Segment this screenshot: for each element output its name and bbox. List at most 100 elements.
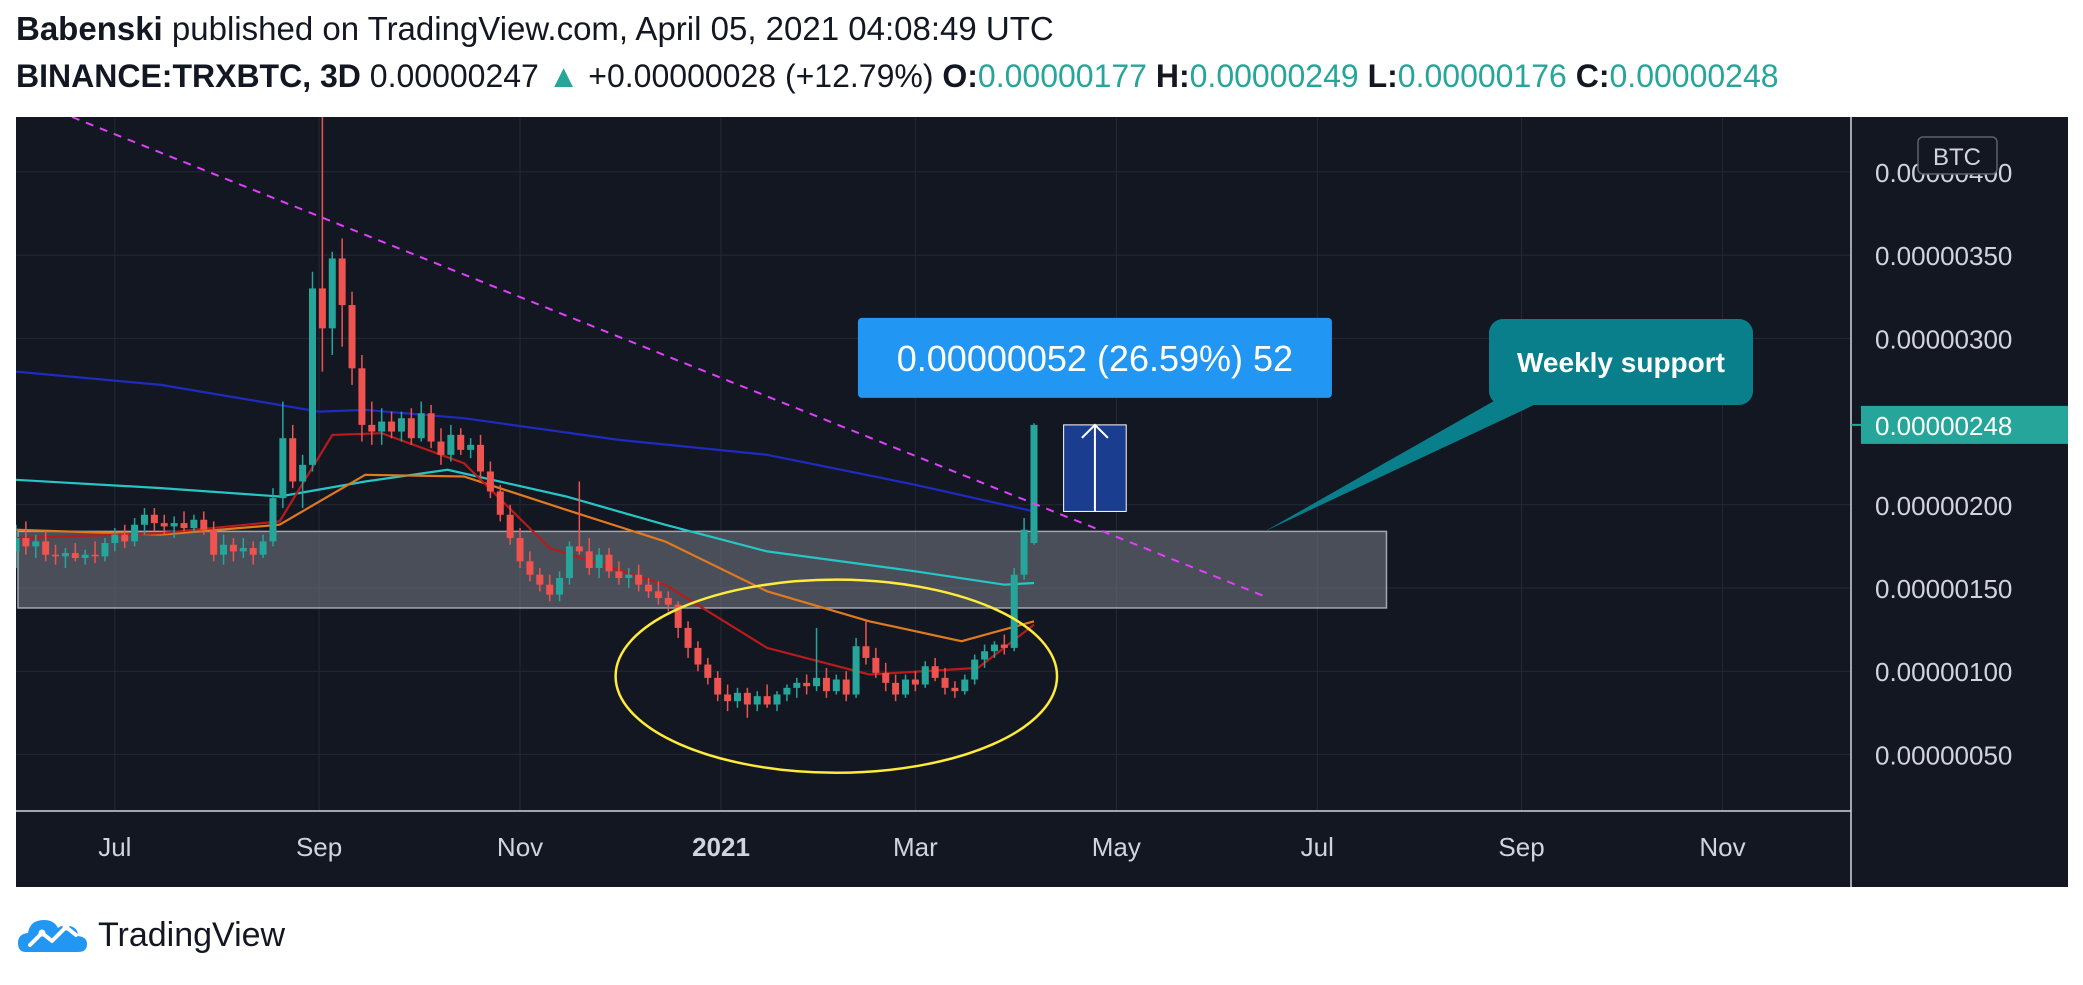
y-tick-label: 0.00000100: [1875, 657, 2012, 687]
candle-body: [259, 541, 267, 555]
y-tick-label: 0.00000050: [1875, 740, 2012, 770]
y-tick-label: 0.00000350: [1875, 241, 2012, 271]
candle: [892, 674, 900, 702]
candle-body: [160, 523, 168, 527]
candle: [239, 538, 247, 559]
candle-body: [170, 523, 178, 527]
candle-body: [872, 657, 880, 673]
candle: [664, 591, 672, 612]
candle-body: [32, 541, 40, 547]
author-name[interactable]: Babenski: [16, 10, 163, 47]
x-tick-label: May: [1092, 832, 1141, 862]
candle-body: [486, 471, 494, 492]
candle-body: [506, 514, 514, 539]
candle: [200, 511, 208, 535]
candle: [16, 524, 20, 569]
chart-background: [16, 117, 2068, 887]
candle-body: [1000, 644, 1008, 648]
candle-body: [190, 519, 198, 529]
candle: [961, 674, 969, 695]
candle-body: [279, 438, 287, 499]
candle-body: [783, 687, 791, 695]
candle-body: [931, 666, 939, 678]
candle-body: [654, 591, 662, 598]
candle: [753, 691, 761, 712]
candle-body: [52, 554, 60, 557]
candle-body: [753, 696, 761, 705]
candle-body: [556, 578, 564, 595]
candle: [1020, 518, 1028, 580]
candle-body: [397, 418, 405, 432]
candle: [348, 291, 356, 385]
high-label: H:: [1155, 58, 1190, 94]
candle: [971, 654, 979, 685]
candle-body: [684, 627, 692, 648]
candle-body: [101, 543, 109, 557]
candle-body: [565, 546, 573, 579]
candle: [911, 671, 919, 692]
candle-body: [239, 548, 247, 552]
price-chart[interactable]: 0.00000052 (26.59%) 52 Weekly support 0.00…: [16, 117, 2068, 887]
candle: [150, 508, 158, 532]
candle-body: [911, 679, 919, 685]
price-range-label: 0.00000052 (26.59%) 52: [897, 338, 1293, 379]
candle-body: [477, 444, 485, 472]
candle: [605, 548, 613, 579]
x-tick-label: Mar: [893, 832, 938, 862]
candle-body: [516, 538, 524, 562]
candle: [338, 238, 346, 347]
candle-body: [941, 677, 949, 688]
candle-body: [813, 677, 821, 687]
candle-body: [91, 554, 99, 557]
symbol-title[interactable]: BINANCE:TRXBTC, 3D: [16, 58, 361, 94]
candle-body: [121, 534, 129, 542]
candle-body: [1020, 529, 1028, 575]
x-tick-label: Nov: [497, 832, 543, 862]
candle-body: [724, 694, 732, 702]
candle: [526, 551, 534, 582]
highlight-ellipse: [614, 578, 1059, 774]
candle: [486, 461, 494, 499]
candle-body: [289, 438, 297, 482]
candle: [397, 411, 405, 442]
moving-average-line-sma_blue: [16, 370, 1035, 513]
ohlc-header: BINANCE:TRXBTC, 3D 0.00000247 ▲ +0.00000…: [16, 58, 1779, 95]
candle-body: [763, 696, 771, 705]
candle: [328, 251, 336, 355]
candle: [358, 354, 366, 442]
candle-body: [575, 546, 583, 552]
candle: [743, 687, 751, 718]
brand-name[interactable]: TradingView: [98, 915, 286, 954]
candle-body: [605, 554, 613, 572]
candle: [793, 677, 801, 698]
candle-body: [16, 538, 20, 552]
candle: [407, 408, 415, 445]
candle: [981, 644, 989, 668]
candle: [477, 434, 485, 479]
candle-body: [358, 368, 366, 425]
candle: [160, 514, 168, 535]
candle-body: [971, 659, 979, 680]
candle-body: [407, 418, 415, 439]
candle: [447, 424, 455, 462]
candle: [318, 117, 326, 372]
candle: [684, 621, 692, 658]
candle-body: [694, 647, 702, 665]
candle-body: [437, 441, 445, 455]
currency-badge: [1917, 136, 1998, 175]
tradingview-cloud-logo-icon[interactable]: [16, 912, 90, 958]
candle: [536, 568, 544, 592]
publish-info: Babenski published on TradingView.com, A…: [16, 10, 1054, 48]
candle: [378, 408, 386, 445]
candle: [170, 516, 178, 539]
candle-body: [229, 544, 237, 552]
candle: [625, 568, 633, 588]
candle-body: [180, 523, 188, 529]
candle-body: [773, 694, 781, 705]
candle: [52, 544, 60, 565]
candle: [81, 549, 89, 565]
last-price: 0.00000247: [369, 58, 539, 94]
chart-panel[interactable]: 0.00000052 (26.59%) 52 Weekly support 0.00…: [16, 117, 2068, 887]
candle-body: [714, 677, 722, 695]
low-value: 0.00000176: [1397, 58, 1567, 94]
